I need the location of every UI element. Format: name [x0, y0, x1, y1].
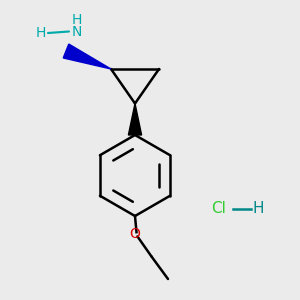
- Text: Cl: Cl: [212, 201, 226, 216]
- Text: N: N: [71, 25, 82, 38]
- Polygon shape: [128, 103, 142, 135]
- Text: H: H: [252, 201, 264, 216]
- Text: H: H: [36, 26, 46, 40]
- Text: H: H: [71, 13, 82, 27]
- Polygon shape: [63, 44, 111, 69]
- Text: O: O: [130, 227, 140, 241]
